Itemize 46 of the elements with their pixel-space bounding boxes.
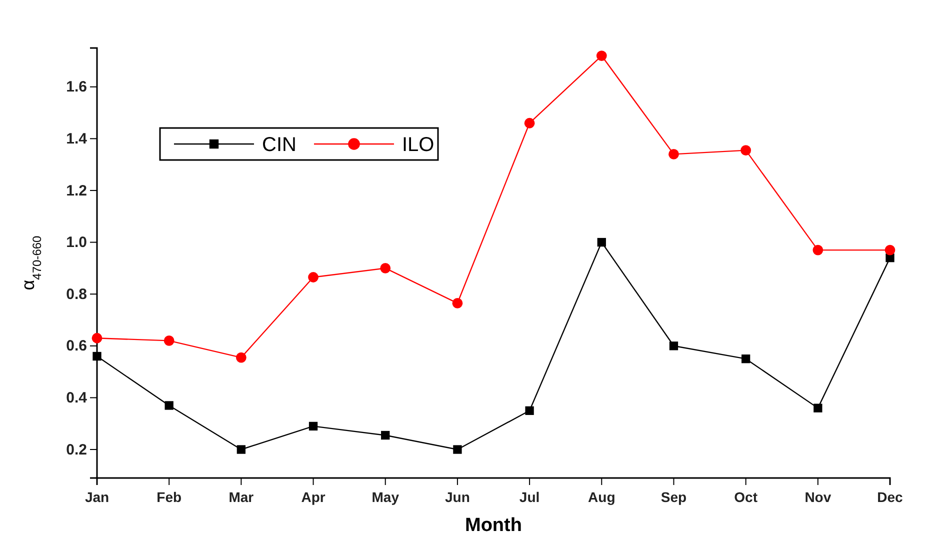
point bbox=[380, 262, 391, 274]
x-tick-label: Feb bbox=[156, 489, 182, 505]
point bbox=[741, 354, 750, 364]
x-tick-label: Nov bbox=[804, 489, 832, 505]
point bbox=[236, 352, 246, 363]
x-tick-label: May bbox=[372, 489, 400, 505]
y-tick-label: 0.8 bbox=[66, 286, 87, 303]
point bbox=[668, 149, 679, 160]
point bbox=[164, 336, 174, 346]
point bbox=[453, 445, 462, 454]
x-tick-label: Mar bbox=[228, 489, 254, 505]
point bbox=[92, 352, 102, 361]
y-tick-label: 1.2 bbox=[66, 182, 87, 200]
y-tick-label: 1.0 bbox=[66, 234, 87, 252]
point bbox=[597, 238, 606, 247]
x-tick-label: Oct bbox=[734, 489, 758, 505]
y-tick-label: 0.6 bbox=[66, 338, 87, 355]
x-tick-label: Jul bbox=[519, 489, 540, 505]
legend-label: CIN bbox=[262, 134, 296, 156]
x-tick-label: Dec bbox=[877, 489, 904, 505]
point bbox=[596, 50, 607, 61]
point bbox=[525, 406, 534, 415]
y-tick-label: 0.4 bbox=[66, 390, 88, 406]
point bbox=[381, 430, 390, 440]
point bbox=[884, 244, 896, 256]
y-tick-label: 1.6 bbox=[66, 78, 87, 96]
legend-label: ILO bbox=[402, 134, 434, 156]
x-tick-label: Aug bbox=[588, 489, 616, 505]
point bbox=[669, 342, 678, 350]
point bbox=[452, 298, 463, 308]
point bbox=[524, 118, 535, 128]
y-tick-label: 0.2 bbox=[66, 441, 87, 458]
point bbox=[92, 332, 102, 344]
x-tick-label: Jan bbox=[84, 489, 110, 505]
x-tick-label: Jun bbox=[445, 489, 470, 505]
point bbox=[236, 445, 246, 454]
point bbox=[164, 401, 174, 410]
point bbox=[814, 404, 822, 412]
point bbox=[308, 422, 318, 431]
x-tick-label: Sep bbox=[660, 489, 687, 505]
x-axis-title: Month bbox=[465, 515, 522, 536]
point bbox=[740, 145, 752, 156]
x-tick-label: Apr bbox=[301, 489, 326, 505]
point bbox=[812, 244, 824, 256]
y-tick-label: 1.4 bbox=[66, 130, 88, 148]
point bbox=[308, 272, 318, 282]
